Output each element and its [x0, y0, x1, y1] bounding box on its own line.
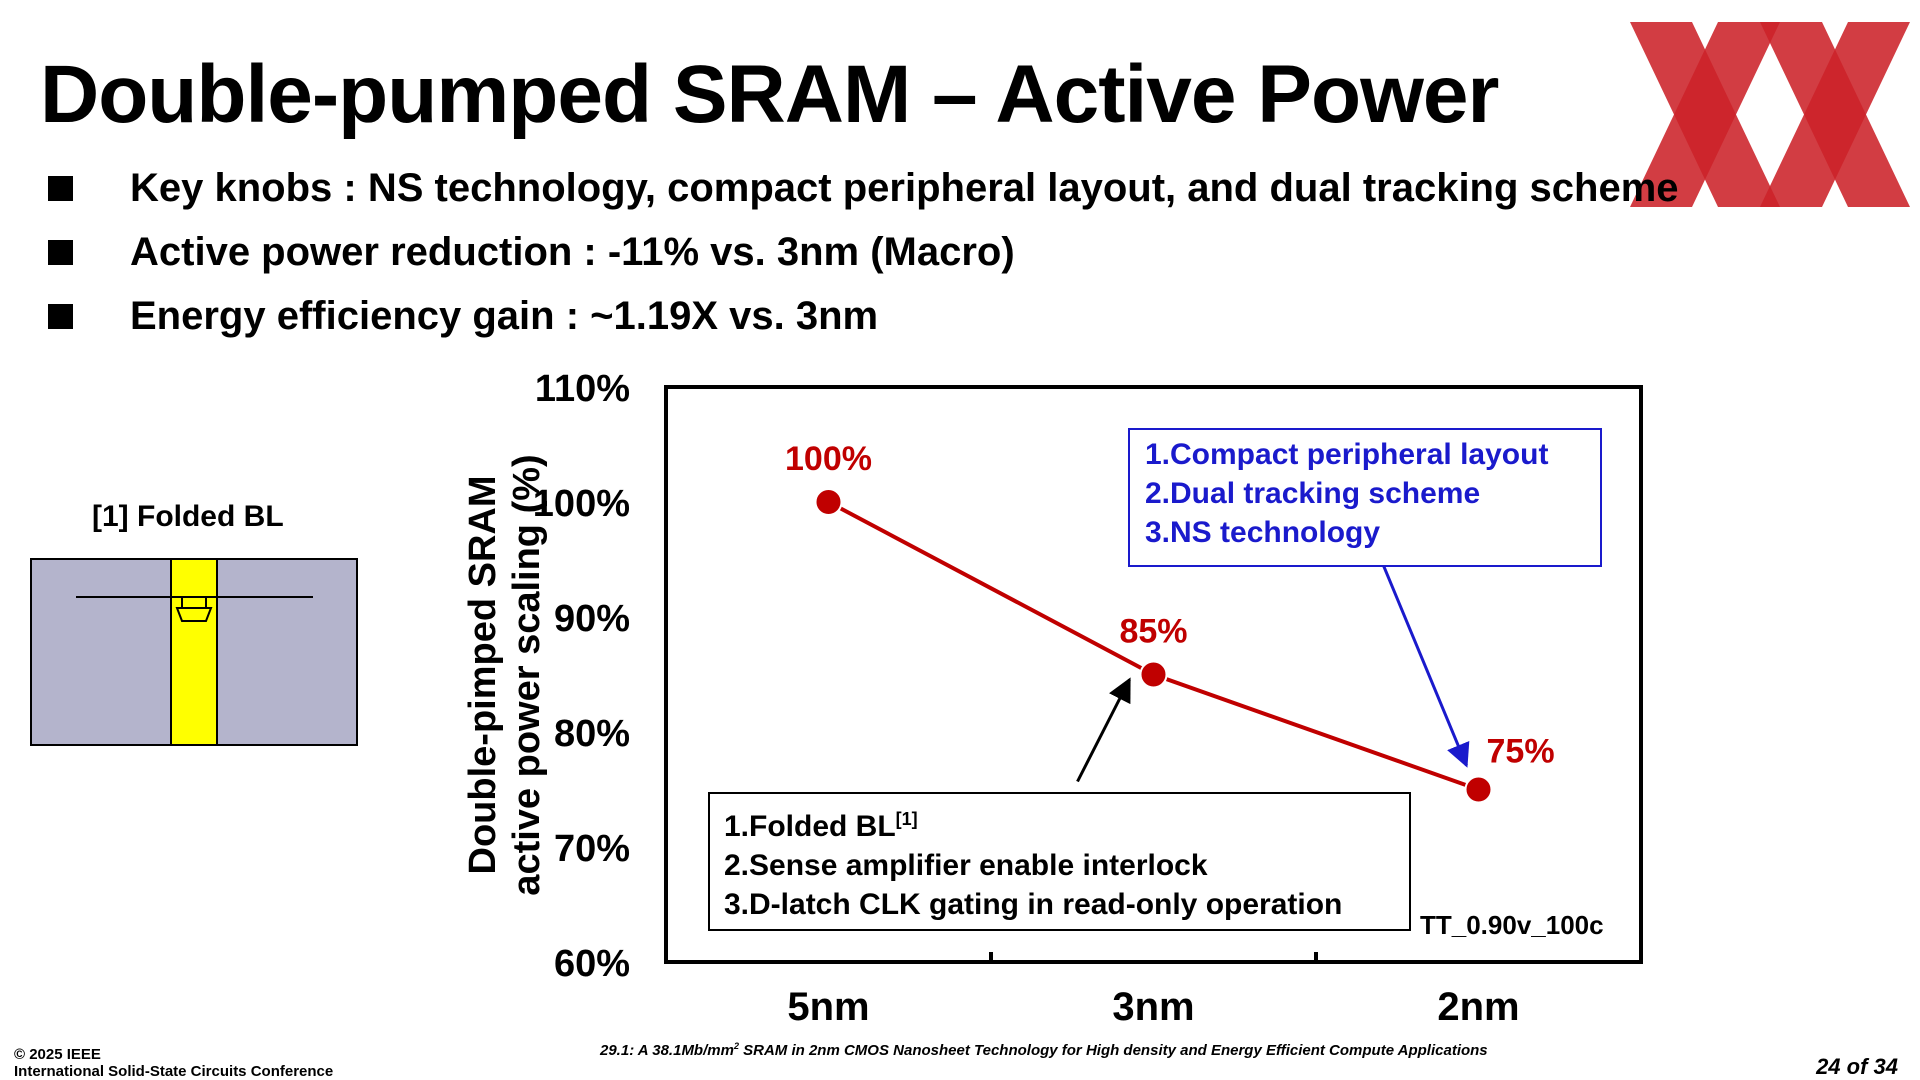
copyright-text: © 2025 IEEE	[14, 1046, 101, 1063]
bullet-list: Key knobs : NS technology, compact perip…	[48, 162, 1679, 354]
y-tick-label: 90%	[554, 598, 630, 640]
data-label: 75%	[1487, 733, 1555, 771]
bullet-square-icon	[48, 240, 73, 265]
paper-title-prefix: 29.1: A 38.1Mb/mm	[600, 1042, 734, 1059]
annotation-text: 1.Folded BL	[724, 810, 896, 843]
y-axis-ticks: 110% 100% 90% 80% 70% 60%	[533, 368, 630, 985]
paper-title-superscript: 2	[733, 1041, 739, 1051]
annotation-line: 2.Sense amplifier enable interlock	[724, 849, 1208, 882]
slide-title: Double-pumped SRAM – Active Power	[40, 49, 1499, 140]
condition-label: TT_0.90v_100c	[1420, 910, 1604, 940]
bullet-item: Key knobs : NS technology, compact perip…	[48, 162, 1679, 226]
folded-bl-caption: [1] Folded BL	[92, 500, 284, 533]
y-tick-label: 70%	[554, 828, 630, 870]
page-number: 24 of 34	[1816, 1054, 1898, 1079]
data-label: 100%	[785, 440, 872, 478]
y-axis-title-line: Double-pimped SRAM	[462, 476, 504, 875]
annotation-3nm-box: 1.Folded BL[1] 2.Sense amplifier enable …	[708, 792, 1411, 931]
y-tick-label: 110%	[535, 368, 630, 410]
data-point	[814, 488, 843, 516]
xx-logo-icon	[1630, 22, 1910, 207]
y-tick-label: 60%	[554, 943, 630, 985]
annotation-2nm-box: 1.Compact peripheral layout 2.Dual track…	[1128, 428, 1602, 567]
reference-superscript: [1]	[895, 809, 918, 829]
data-label: 85%	[1119, 613, 1187, 651]
y-axis-title: Double-pimped SRAM active power scaling (…	[462, 454, 548, 895]
series-line: 100% 85% 75%	[785, 440, 1555, 804]
annotation-arrow-2nm	[1372, 540, 1470, 768]
bullet-square-icon	[48, 304, 73, 329]
bullet-item: Active power reduction : -11% vs. 3nm (M…	[48, 226, 1679, 290]
data-point	[1139, 660, 1168, 689]
left-cell	[30, 558, 172, 746]
paper-title-suffix: SRAM in 2nm CMOS Nanosheet Technology fo…	[738, 1042, 1488, 1059]
footer-copyright: © 2025 IEEE International Solid-State Ci…	[14, 1046, 333, 1080]
annotation-line: 1.Folded BL[1]	[724, 800, 1409, 846]
power-scaling-chart: Double-pimped SRAM active power scaling (…	[462, 368, 1643, 1029]
y-tick-label: 100%	[533, 483, 630, 525]
x-tick-label: 2nm	[1437, 985, 1519, 1029]
folded-bl-diagram	[30, 558, 358, 746]
annotation-line: 3.D-latch CLK gating in read-only operat…	[724, 888, 1343, 921]
contact-icon	[175, 598, 213, 622]
data-point	[1464, 775, 1493, 804]
annotation-arrow-3nm	[1076, 677, 1131, 783]
annotation-line: 2.Dual tracking scheme	[1145, 477, 1481, 510]
annotation-arrows	[1076, 540, 1470, 783]
bullet-text: Active power reduction : -11% vs. 3nm (M…	[130, 230, 1015, 274]
y-tick-label: 80%	[554, 713, 630, 755]
folded-bitline	[170, 558, 218, 746]
bullet-item: Energy efficiency gain : ~1.19X vs. 3nm	[48, 290, 1679, 354]
conference-text: International Solid-State Circuits Confe…	[14, 1063, 334, 1080]
bullet-text: Key knobs : NS technology, compact perip…	[130, 166, 1679, 210]
bullet-text: Energy efficiency gain : ~1.19X vs. 3nm	[130, 294, 879, 338]
plot-frame	[664, 385, 1643, 964]
annotation-line: 1.Compact peripheral layout	[1145, 438, 1549, 471]
footer-paper-title: 29.1: A 38.1Mb/mm2 SRAM in 2nm CMOS Nano…	[600, 1041, 1488, 1059]
y-axis-title-line: active power scaling (%)	[506, 454, 548, 895]
bullet-square-icon	[48, 176, 73, 201]
x-tick-label: 5nm	[787, 985, 869, 1029]
annotation-line: 3.NS technology	[1145, 516, 1381, 549]
x-axis-ticks: 5nm 3nm 2nm	[787, 952, 1520, 1029]
x-tick-label: 3nm	[1112, 985, 1194, 1029]
right-cell	[216, 558, 358, 746]
